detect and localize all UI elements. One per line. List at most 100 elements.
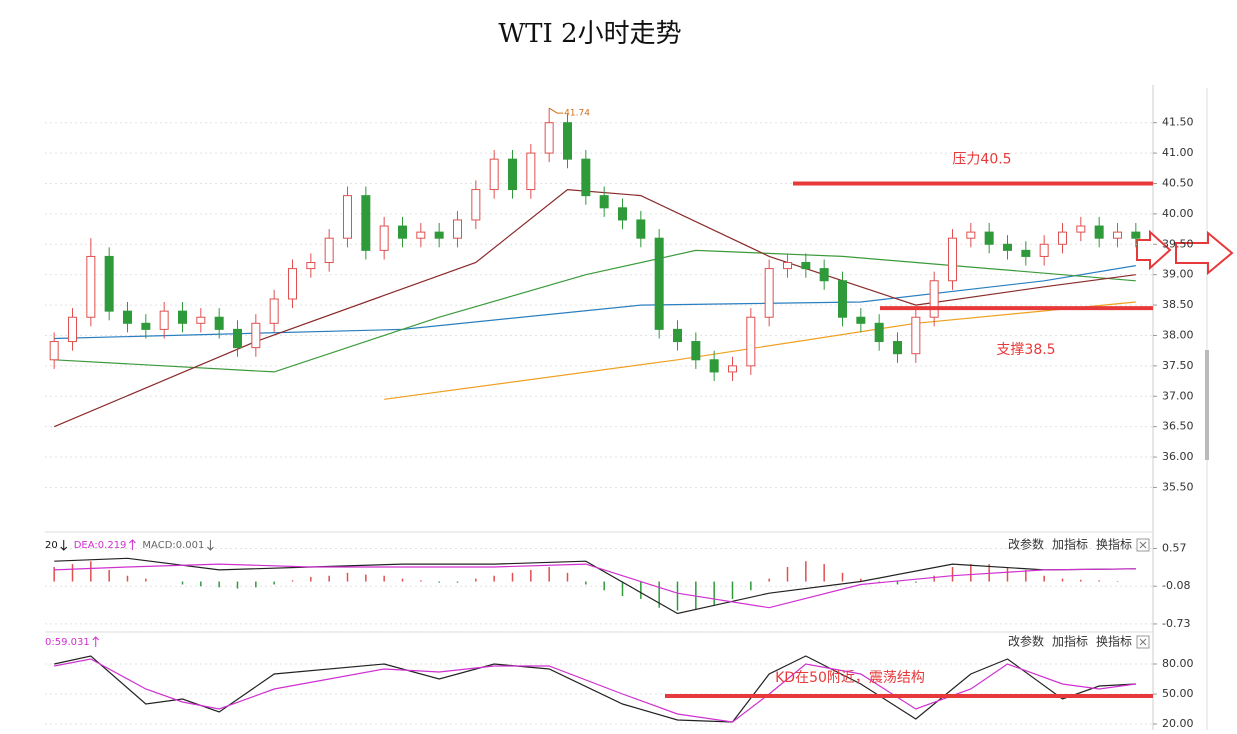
candle-body [544, 122, 554, 154]
toolbar-button[interactable]: 换指标 [1096, 537, 1132, 552]
candle-body [673, 328, 682, 343]
y-tick-label: -0.08 [1162, 579, 1190, 592]
candle-body [1113, 231, 1122, 239]
candle-body [709, 359, 719, 373]
indicator-line [54, 563, 1136, 609]
candle-body [563, 122, 572, 160]
candle-body [434, 231, 444, 239]
arrow-icon [129, 539, 136, 550]
candle-body [893, 341, 902, 355]
candle-body [141, 322, 151, 330]
candle-body [801, 262, 811, 270]
candle-body [86, 255, 96, 318]
candle-body [324, 237, 334, 264]
indicator-line [384, 301, 1136, 400]
candle-body [1058, 231, 1067, 245]
toolbar-button[interactable]: 加指标 [1052, 634, 1088, 649]
candle-body [49, 341, 59, 361]
candle-body [508, 158, 517, 191]
indicator-line [54, 658, 1136, 723]
indicator-line [54, 265, 1136, 340]
candle-body [214, 316, 224, 330]
candle-body [288, 268, 297, 300]
toolbar-button[interactable]: 改参数 [1008, 537, 1044, 552]
candle-body [159, 310, 169, 330]
candle-body [123, 310, 132, 324]
candle-body [948, 237, 957, 282]
arrow-icon [92, 636, 100, 647]
candle-body [636, 219, 646, 239]
candle-body [764, 268, 774, 318]
candle-body [471, 189, 481, 221]
scroll-thumb[interactable] [1205, 350, 1209, 460]
y-tick-label: 36.50 [1162, 420, 1194, 433]
indicator-value: MACD:0.001 [142, 540, 204, 551]
candle-body [489, 158, 499, 191]
candle-body [746, 316, 756, 367]
y-tick-label: 39.00 [1162, 268, 1194, 281]
candle-body [783, 262, 792, 270]
chart-title: WTI 2小时走势 [498, 19, 681, 49]
candle-body [379, 225, 389, 251]
high-label: 41.74 [564, 109, 590, 119]
candle-body [929, 280, 939, 318]
candle-body [984, 231, 994, 245]
y-tick-label: 0.57 [1162, 541, 1187, 554]
y-tick-label: 50.00 [1162, 687, 1194, 700]
y-tick-label: -0.73 [1162, 617, 1190, 630]
indicator-value: DEA:0.219 [74, 540, 127, 551]
candle-body [453, 219, 462, 239]
candle-body [691, 341, 701, 361]
candle-body [398, 225, 407, 239]
candle-body [196, 316, 206, 324]
candle-body [68, 316, 77, 343]
arrow-icon [1136, 229, 1172, 271]
indicator-line [54, 557, 1136, 615]
candle-body [618, 207, 627, 221]
y-tick-label: 38.50 [1162, 298, 1194, 311]
y-tick-label: 80.00 [1162, 657, 1194, 670]
y-tick-label: 37.00 [1162, 389, 1194, 402]
candle-body [251, 322, 261, 349]
arrow-icon [207, 540, 214, 551]
candle-body [1039, 243, 1049, 257]
high-pointer [548, 107, 564, 114]
y-tick-label: 41.00 [1162, 146, 1194, 159]
candle-body [269, 298, 279, 324]
candle-body [581, 158, 591, 197]
toolbar-button[interactable]: 换指标 [1096, 634, 1132, 649]
y-tick-label: 36.00 [1162, 450, 1194, 463]
candle-body [911, 316, 921, 355]
candle-body [1076, 225, 1086, 233]
indicator-line [54, 655, 1136, 723]
indicator-line [54, 249, 1136, 373]
arrow-icon [60, 540, 68, 551]
candle-body [966, 231, 976, 239]
arrow-icon [1175, 230, 1234, 276]
candle-body [654, 237, 664, 330]
y-tick-label: 37.50 [1162, 359, 1194, 372]
y-tick-label: 41.50 [1162, 116, 1194, 129]
candle-body [856, 316, 866, 324]
candle-body [728, 365, 737, 373]
toolbar-button[interactable]: 改参数 [1008, 634, 1044, 649]
toolbar-button[interactable]: 加指标 [1052, 537, 1088, 552]
candle-body [526, 152, 536, 191]
y-tick-label: 35.50 [1162, 480, 1194, 493]
y-tick-label: 39.50 [1162, 237, 1194, 250]
candle-body [1131, 231, 1141, 239]
y-tick-label: 40.50 [1162, 176, 1194, 189]
level-label: 压力40.5 [952, 151, 1011, 167]
y-tick-label: 40.00 [1162, 207, 1194, 220]
candle-body [361, 195, 371, 251]
candle-body [819, 268, 829, 282]
close-icon [1139, 541, 1147, 549]
level-label: 支撑38.5 [996, 342, 1055, 358]
candle-body [343, 195, 352, 239]
level-label: KD在50附近，震荡结构 [775, 670, 925, 686]
candle-body [1021, 249, 1031, 257]
y-tick-label: 20.00 [1162, 717, 1194, 730]
candle-body [104, 255, 114, 312]
